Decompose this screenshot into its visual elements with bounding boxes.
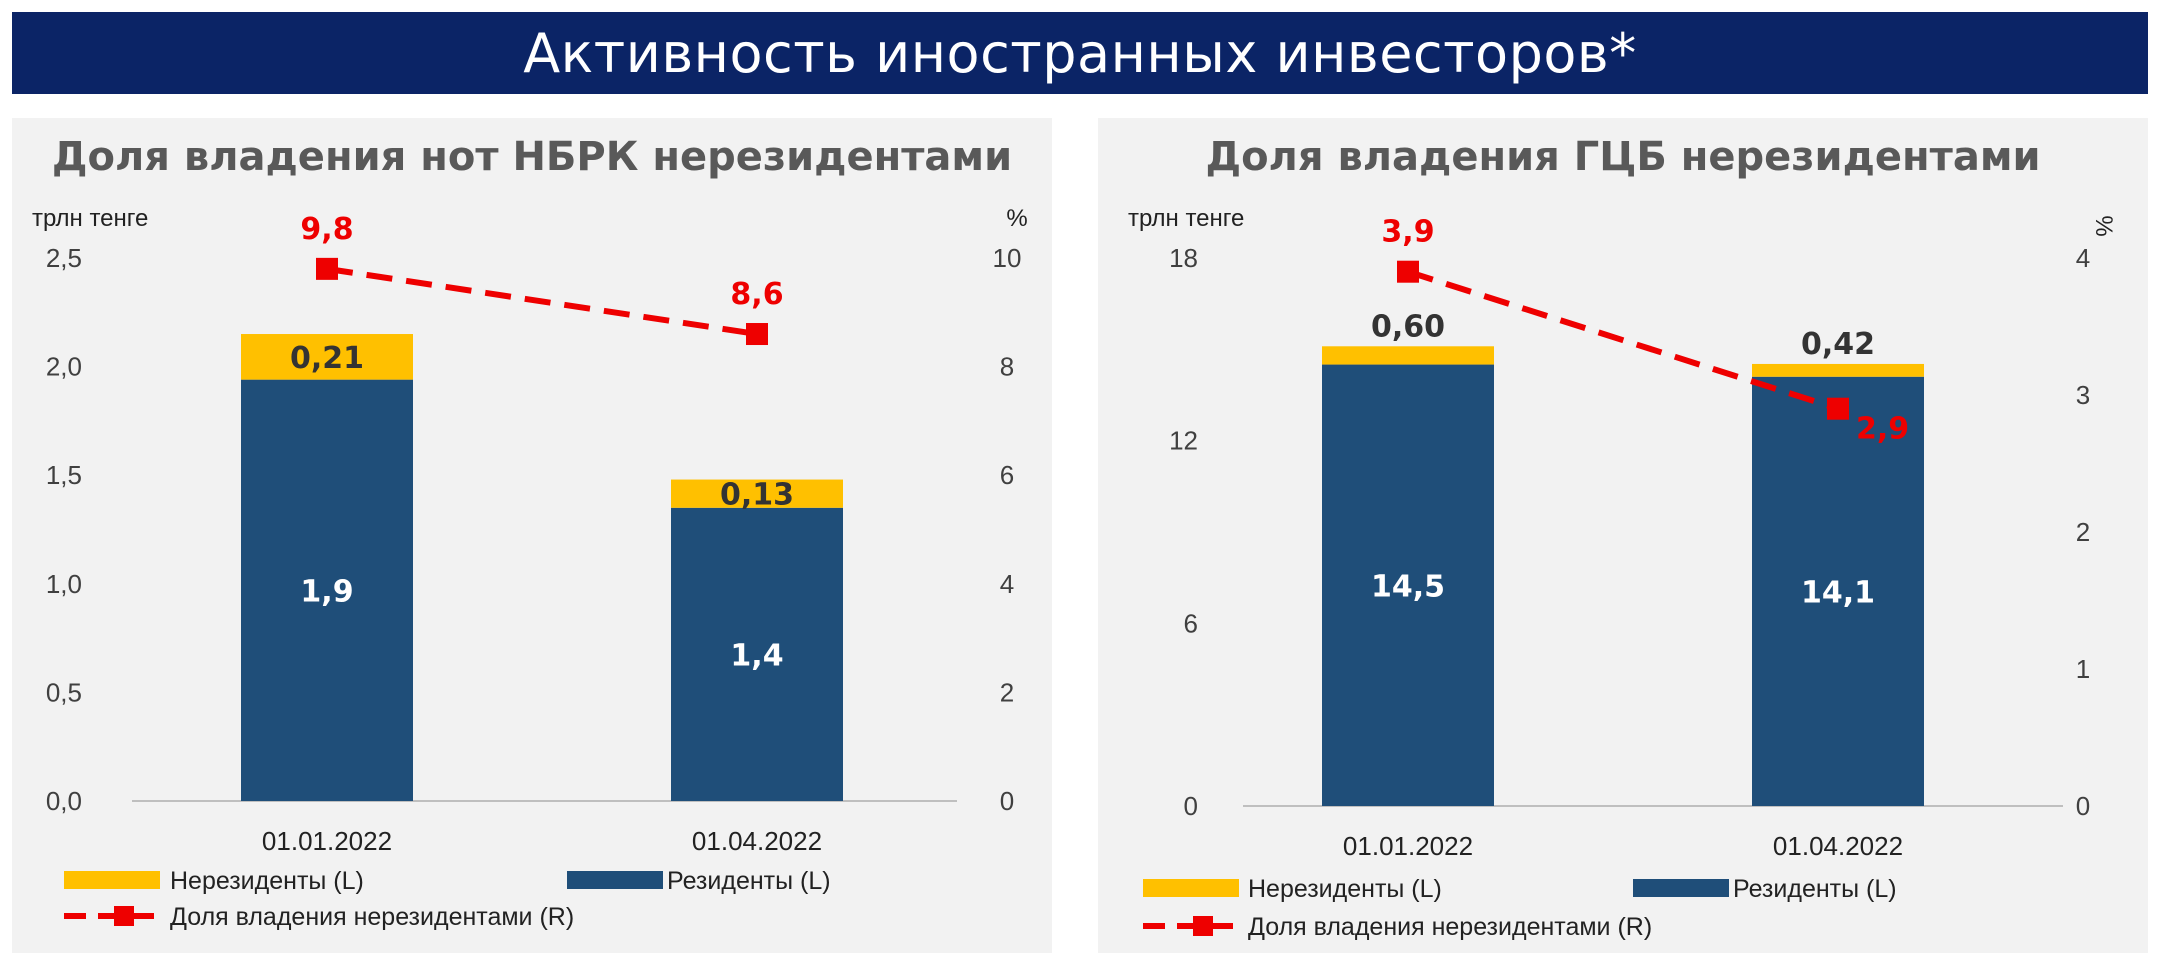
- bar-nonresidents: [1752, 363, 1924, 377]
- left-axis-tick: 18: [1169, 243, 1198, 273]
- legend-swatch-residents: [567, 871, 663, 889]
- left-axis-tick: 0: [1184, 791, 1198, 821]
- left-axis-tick: 6: [1184, 608, 1198, 638]
- legend-swatch-residents: [1633, 879, 1729, 897]
- x-axis-label: 01.04.2022: [692, 826, 822, 856]
- right-axis-tick: 8: [1000, 352, 1014, 382]
- right-axis-tick: 2: [1000, 677, 1014, 707]
- left-axis-tick: 2,5: [46, 243, 82, 273]
- legend-swatch-nonresidents: [1143, 879, 1239, 897]
- x-axis-label: 01.01.2022: [262, 826, 392, 856]
- legend-swatch-share-marker: [1193, 916, 1213, 936]
- left-axis-tick: 1,5: [46, 460, 82, 490]
- legend-label-nonresidents: Нерезиденты (L): [170, 867, 364, 895]
- data-label-share: 2,9: [1856, 412, 1909, 447]
- chart-panel-government-securities: Доля владения ГЦБ нерезидентами трлн тенг…: [1098, 118, 2148, 953]
- page-title-banner: Активность иностранных инвесторов*: [12, 12, 2148, 94]
- data-label-nonresidents: 0,60: [1371, 309, 1445, 344]
- chart-government-securities: Доля владения ГЦБ нерезидентами трлн тенг…: [1128, 134, 2117, 941]
- bar-nonresidents: [241, 334, 413, 380]
- bar-residents: [1752, 376, 1924, 806]
- x-axis-label: 01.04.2022: [1773, 831, 1903, 861]
- data-label-nonresidents: 0,21: [290, 341, 364, 376]
- left-axis-tick: 0,0: [46, 786, 82, 816]
- right-axis-tick: 0: [2076, 791, 2090, 821]
- right-axis-tick: 10: [993, 243, 1022, 273]
- bar-nonresidents: [671, 479, 843, 508]
- right-axis-tick: 1: [2076, 654, 2090, 684]
- right-axis-tick: 0: [1000, 786, 1014, 816]
- chart-panel-nbrk-notes: Доля владения нот НБРК нерезидентами трлн…: [12, 118, 1052, 953]
- legend-label-nonresidents: Нерезиденты (L): [1248, 875, 1442, 903]
- legend-label-residents: Резиденты (L): [1733, 875, 1897, 903]
- data-label-residents: 14,1: [1801, 575, 1875, 610]
- data-label-share: 8,6: [730, 277, 783, 312]
- bar-residents: [1322, 364, 1494, 806]
- left-axis-tick: 2,0: [46, 352, 82, 382]
- left-axis-tick: 1,0: [46, 569, 82, 599]
- right-axis-tick: 3: [2076, 380, 2090, 410]
- data-label-share: 3,9: [1381, 215, 1434, 250]
- right-axis-tick: 4: [2076, 243, 2090, 273]
- legend-label-share: Доля владения нерезидентами (R): [1248, 913, 1652, 941]
- right-axis-unit: %: [2090, 215, 2117, 236]
- share-point: [746, 323, 768, 346]
- data-label-residents: 1,4: [730, 638, 783, 673]
- share-point: [316, 257, 338, 280]
- data-label-share: 9,8: [300, 212, 353, 247]
- data-label-nonresidents: 0,42: [1801, 327, 1875, 362]
- bar-nonresidents: [1322, 346, 1494, 365]
- left-axis-tick: 12: [1169, 426, 1198, 456]
- right-axis-tick: 4: [1000, 569, 1014, 599]
- chart-nbrk-notes: Доля владения нот НБРК нерезидентами трлн…: [32, 134, 1028, 931]
- chart-title: Доля владения ГЦБ нерезидентами: [1205, 134, 2040, 180]
- legend-swatch-nonresidents: [64, 871, 160, 889]
- legend-swatch-share-marker: [114, 906, 134, 926]
- page-title: Активность иностранных инвесторов*: [523, 21, 1637, 85]
- left-axis-unit: трлн тенге: [1128, 205, 1244, 232]
- legend-label-residents: Резиденты (L): [667, 867, 831, 895]
- data-label-nonresidents: 0,13: [720, 478, 794, 513]
- x-axis-label: 01.01.2022: [1343, 831, 1473, 861]
- share-point: [1397, 260, 1419, 283]
- chart-title: Доля владения нот НБРК нерезидентами: [52, 134, 1012, 180]
- right-axis-unit: %: [1006, 205, 1027, 232]
- bar-residents: [241, 379, 413, 801]
- share-point: [1827, 397, 1849, 420]
- share-line: [1407, 268, 1839, 412]
- left-axis-unit: трлн тенге: [32, 205, 148, 232]
- right-axis-tick: 2: [2076, 517, 2090, 547]
- bar-residents: [671, 507, 843, 801]
- data-label-residents: 14,5: [1371, 569, 1445, 604]
- right-axis-tick: 6: [1000, 460, 1014, 490]
- left-axis-tick: 0,5: [46, 677, 82, 707]
- data-label-residents: 1,9: [300, 574, 353, 609]
- legend-label-share: Доля владения нерезидентами (R): [170, 903, 574, 931]
- share-line: [326, 265, 758, 337]
